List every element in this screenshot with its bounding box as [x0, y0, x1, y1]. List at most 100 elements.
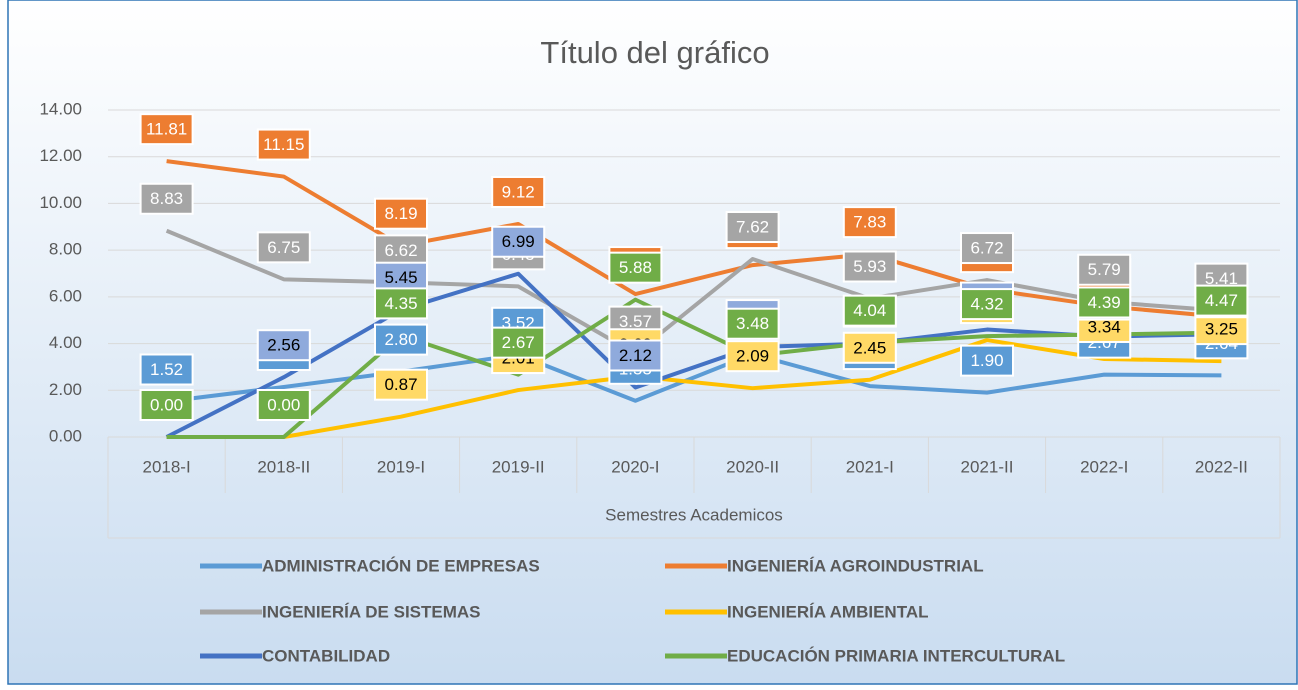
y-tick-label: 2.00: [49, 380, 82, 399]
data-label: 2.12: [619, 346, 652, 365]
legend-label: ADMINISTRACIÓN DE EMPRESAS: [262, 556, 540, 575]
data-label-box: [608, 339, 663, 372]
legend-label: EDUCACIÓN PRIMARIA INTERCULTURAL: [727, 646, 1065, 665]
legend-label: INGENIERÍA AMBIENTAL: [727, 602, 928, 621]
y-tick-label: 14.00: [39, 99, 82, 118]
data-label: 0.00: [267, 395, 300, 414]
data-label: 5.79: [1088, 260, 1121, 279]
data-label: 3.48: [736, 314, 769, 333]
data-label: 9.12: [502, 182, 535, 201]
data-label-box: [374, 323, 428, 356]
data-label-box: [842, 206, 897, 239]
x-axis-title: Semestres Academicos: [605, 505, 783, 524]
data-label: 4.32: [970, 295, 1003, 314]
series-line: [165, 228, 1222, 356]
data-label-box: [1194, 284, 1249, 317]
data-label: 6.99: [502, 232, 535, 251]
data-label-box: [374, 287, 428, 320]
y-tick-label: 6.00: [49, 286, 82, 305]
data-label-box: [842, 250, 897, 283]
legend-label: CONTABILIDAD: [262, 646, 390, 665]
data-label: 7.83: [853, 213, 886, 232]
y-tick-label: 4.00: [49, 333, 82, 352]
data-label: 4.04: [853, 301, 886, 320]
data-label-box: [1077, 253, 1132, 286]
data-label-box: [139, 182, 194, 215]
data-label-box: [1194, 313, 1249, 346]
data-label: 2.09: [736, 347, 769, 366]
data-label: 2.67: [502, 333, 535, 352]
data-label: 4.39: [1088, 293, 1121, 312]
data-label: 1.52: [150, 360, 183, 379]
x-tick-label: 2019-II: [492, 457, 545, 476]
data-label-box: [608, 251, 663, 284]
data-label-box: [842, 331, 897, 364]
data-label: 5.88: [619, 258, 652, 277]
data-label-box: [256, 231, 311, 264]
data-label-box: [725, 211, 780, 244]
chart-title: Título del gráfico: [540, 35, 769, 70]
data-label: 6.75: [267, 238, 300, 257]
data-label-box: [374, 368, 428, 401]
x-tick-label: 2018-II: [257, 457, 310, 476]
x-tick-label: 2020-II: [726, 457, 779, 476]
x-tick-label: 2022-I: [1080, 457, 1128, 476]
data-label-box: [139, 113, 194, 146]
data-label: 6.72: [970, 239, 1003, 258]
data-label: 11.81: [146, 120, 187, 139]
data-label: 11.15: [263, 135, 304, 154]
data-label: 3.57: [619, 312, 652, 331]
x-tick-label: 2021-I: [846, 457, 894, 476]
data-label-box: [139, 353, 194, 386]
data-label: 0.87: [384, 375, 417, 394]
data-label: 6.62: [384, 241, 417, 260]
y-tick-label: 12.00: [39, 146, 82, 165]
series-line: [165, 271, 1222, 439]
data-label: 3.34: [1088, 317, 1121, 336]
data-label-box: [725, 307, 780, 340]
y-tick-label: 0.00: [49, 426, 82, 445]
data-label-box: [725, 340, 780, 373]
y-tick-label: 8.00: [49, 240, 82, 259]
series-line: [166, 338, 1222, 439]
data-label-box: [491, 326, 546, 359]
series-line: [166, 297, 1222, 439]
data-label: 4.47: [1205, 291, 1238, 310]
data-label: 2.56: [267, 336, 300, 355]
data-label-box: [139, 389, 194, 421]
legend-label: INGENIERÍA DE SISTEMAS: [262, 602, 481, 621]
data-label: 2.45: [853, 338, 886, 357]
data-label: 5.45: [384, 268, 417, 287]
data-label: 5.41: [1205, 269, 1238, 288]
x-tick-label: 2021-II: [961, 457, 1014, 476]
data-label-box: [960, 232, 1014, 265]
x-tick-label: 2019-I: [377, 457, 425, 476]
data-label-box: [491, 175, 546, 208]
data-label: 7.62: [736, 218, 769, 237]
series-line: [166, 352, 1222, 404]
data-label-box: [960, 288, 1014, 321]
data-label: 8.83: [150, 189, 183, 208]
data-label-box: [960, 344, 1014, 377]
data-label-box: [842, 294, 897, 327]
legend-label: INGENIERÍA AGROINDUSTRIAL: [727, 556, 984, 575]
data-label-box: [256, 329, 311, 362]
data-label-box: [1077, 286, 1132, 319]
x-tick-label: 2022-II: [1195, 457, 1248, 476]
data-label: 8.19: [384, 204, 417, 223]
x-tick-label: 2018-I: [142, 457, 190, 476]
data-label: 1.90: [970, 351, 1003, 370]
data-label: 0.00: [150, 395, 183, 414]
data-label: 3.25: [1205, 320, 1238, 339]
series-line: [166, 159, 1222, 319]
y-tick-label: 10.00: [39, 193, 82, 212]
data-label-box: [491, 225, 546, 258]
data-label: 5.93: [853, 257, 886, 276]
data-label-box: [256, 389, 311, 421]
data-label: 4.35: [384, 294, 417, 313]
x-tick-label: 2020-I: [611, 457, 659, 476]
data-label-box: [256, 128, 311, 161]
data-label-box: [374, 197, 428, 230]
data-label: 2.80: [384, 330, 417, 349]
